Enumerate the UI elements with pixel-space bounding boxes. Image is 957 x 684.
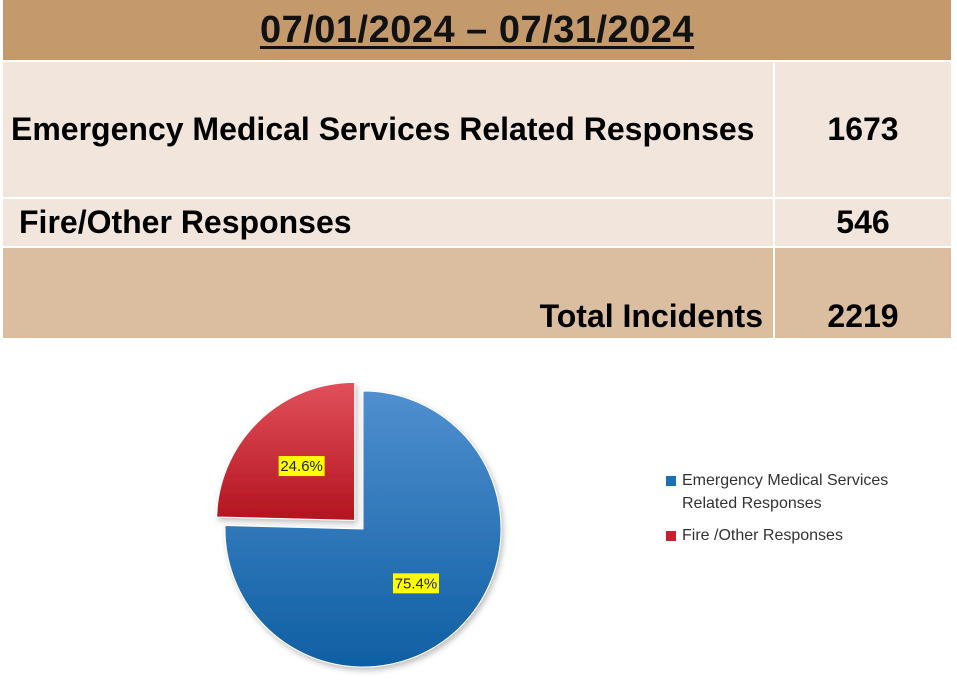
- svg-text:24.6%: 24.6%: [280, 458, 323, 475]
- legend-item: Fire /Other Responses: [666, 527, 843, 544]
- legend-swatch: [666, 531, 676, 541]
- table-row-ems: Emergency Medical Services Related Respo…: [3, 62, 951, 197]
- svg-text:75.4%: 75.4%: [395, 575, 438, 592]
- row-value-total: 2219: [773, 248, 951, 338]
- row-label-ems: Emergency Medical Services Related Respo…: [11, 111, 755, 147]
- row-value-fire: 546: [773, 199, 951, 246]
- legend-swatch: [666, 476, 676, 486]
- legend-label-line2: Related Responses: [682, 495, 822, 512]
- legend-label: Fire /Other Responses: [682, 527, 843, 544]
- row-label-fire: Fire/Other Responses: [19, 204, 352, 240]
- legend-item: Emergency Medical Services Related Respon…: [666, 472, 888, 512]
- row-label-total: Total Incidents: [539, 298, 763, 334]
- table-row-fire: Fire/Other Responses 546: [3, 199, 951, 246]
- pie-label-fire: 24.6%: [278, 456, 325, 477]
- table-row-total: Total Incidents 2219: [3, 248, 951, 338]
- responses-pie-chart: 75.4% 24.6% Emergency Medical Services Rel…: [216, 381, 888, 668]
- date-range-header: 07/01/2024 – 07/31/2024: [3, 0, 951, 60]
- incident-summary-table: 07/01/2024 – 07/31/2024 Emergency Medica…: [3, 0, 951, 338]
- legend-label: Emergency Medical Services: [682, 472, 888, 489]
- pie-label-ems: 75.4%: [392, 573, 439, 594]
- row-value-ems: 1673: [773, 62, 951, 197]
- date-range-text: 07/01/2024 – 07/31/2024: [259, 8, 695, 51]
- pie-slice-fire: [216, 381, 356, 521]
- pie-slice-ems: [224, 390, 502, 668]
